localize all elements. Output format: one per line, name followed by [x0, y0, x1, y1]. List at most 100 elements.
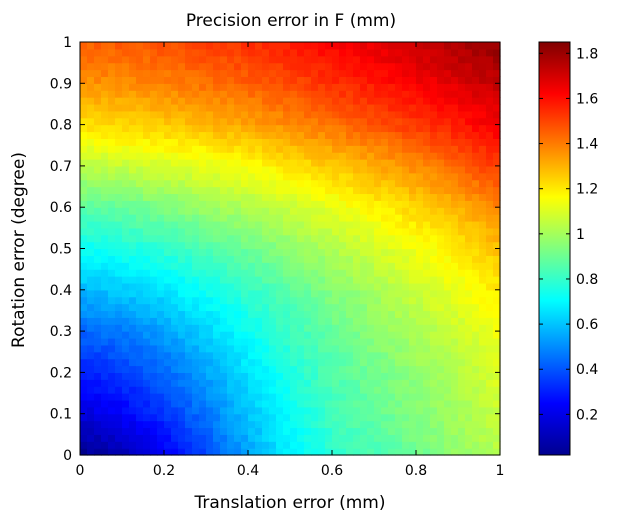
heatmap-cell [346, 324, 354, 332]
heatmap-cell [234, 393, 242, 401]
heatmap-cell [241, 358, 249, 367]
heatmap-cell [290, 331, 298, 339]
heatmap-cell [255, 207, 263, 215]
heatmap-cell [276, 351, 284, 360]
heatmap-cell [297, 138, 305, 146]
heatmap-cell [283, 124, 291, 133]
heatmap-cell [304, 186, 312, 195]
heatmap-cell [472, 420, 480, 429]
heatmap-cell [472, 227, 480, 236]
heatmap-cell [409, 269, 417, 277]
heatmap-cell [297, 83, 305, 91]
heatmap-cell [241, 344, 249, 353]
heatmap-cell [297, 227, 305, 236]
heatmap-cell [311, 344, 319, 353]
heatmap-cell [269, 344, 277, 353]
heatmap-cell [262, 241, 270, 250]
heatmap-cell [220, 220, 228, 229]
heatmap-cell [409, 386, 417, 394]
heatmap-cell [465, 193, 473, 201]
heatmap-cell [381, 337, 389, 346]
heatmap-cell [178, 276, 186, 284]
heatmap-cell [346, 55, 354, 64]
heatmap-cell [311, 145, 319, 153]
heatmap-cell [94, 186, 102, 195]
heatmap-cell [374, 310, 382, 318]
heatmap-cell [80, 152, 88, 160]
heatmap-cell [136, 76, 144, 84]
heatmap-cell [416, 317, 424, 325]
heatmap-cell [346, 379, 354, 387]
heatmap-cell [416, 117, 424, 126]
heatmap-cell [472, 269, 480, 277]
heatmap-cell [395, 97, 403, 105]
heatmap-cell [472, 220, 480, 229]
heatmap-cell [164, 393, 172, 401]
heatmap-cell [304, 427, 312, 435]
heatmap-cell [311, 207, 319, 215]
heatmap-cell [395, 62, 403, 71]
heatmap-cell [178, 393, 186, 401]
heatmap-cell [129, 276, 137, 284]
heatmap-cell [255, 48, 263, 57]
heatmap-cell [353, 145, 361, 153]
heatmap-cell [101, 83, 109, 91]
heatmap-cell [276, 83, 284, 91]
heatmap-cell [143, 296, 151, 305]
heatmap-cell [283, 420, 291, 429]
heatmap-cell [353, 427, 361, 435]
heatmap-cell [444, 124, 452, 133]
heatmap-cell [332, 310, 340, 318]
heatmap-cell [87, 303, 95, 312]
heatmap-cell [437, 207, 445, 215]
heatmap-cell [115, 303, 123, 312]
heatmap-cell [213, 303, 221, 312]
heatmap-cell [269, 406, 277, 415]
heatmap-cell [164, 220, 172, 229]
heatmap-cell [388, 42, 396, 50]
heatmap-cell [276, 110, 284, 119]
heatmap-cell [94, 386, 102, 394]
heatmap-cell [199, 165, 207, 174]
heatmap-cell [416, 207, 424, 215]
heatmap-cell [486, 62, 494, 71]
heatmap-cell [248, 399, 256, 408]
heatmap-cell [311, 110, 319, 119]
heatmap-cell [206, 103, 214, 112]
heatmap-cell [94, 434, 102, 442]
heatmap-cell [486, 152, 494, 160]
heatmap-cell [164, 152, 172, 160]
heatmap-cell [493, 48, 501, 57]
heatmap-cell [269, 138, 277, 146]
heatmap-cell [171, 344, 179, 353]
heatmap-cell [269, 427, 277, 435]
heatmap-cell [220, 427, 228, 435]
heatmap-cell [423, 214, 431, 222]
heatmap-cell [374, 159, 382, 167]
heatmap-cell [318, 97, 326, 105]
heatmap-cell [360, 331, 368, 339]
heatmap-cell [157, 248, 165, 256]
heatmap-cell [255, 310, 263, 318]
heatmap-cell [381, 269, 389, 277]
heatmap-cell [94, 282, 102, 291]
heatmap-cell [136, 179, 144, 188]
heatmap-cell [122, 289, 130, 298]
heatmap-cell [465, 324, 473, 332]
heatmap-cell [472, 331, 480, 339]
heatmap-cell [304, 42, 312, 50]
heatmap-cell [164, 69, 172, 78]
heatmap-cell [213, 434, 221, 442]
x-tick-label: 0.8 [405, 463, 427, 479]
heatmap-cell [283, 186, 291, 195]
heatmap-cell [108, 399, 116, 408]
heatmap-cell [199, 344, 207, 353]
heatmap-cell [311, 282, 319, 291]
heatmap-cell [255, 420, 263, 429]
heatmap-cell [108, 255, 116, 263]
heatmap-cell [150, 200, 158, 208]
heatmap-cell [164, 406, 172, 415]
heatmap-cell [185, 97, 193, 105]
heatmap-cell [353, 179, 361, 188]
heatmap-cell [346, 413, 354, 422]
